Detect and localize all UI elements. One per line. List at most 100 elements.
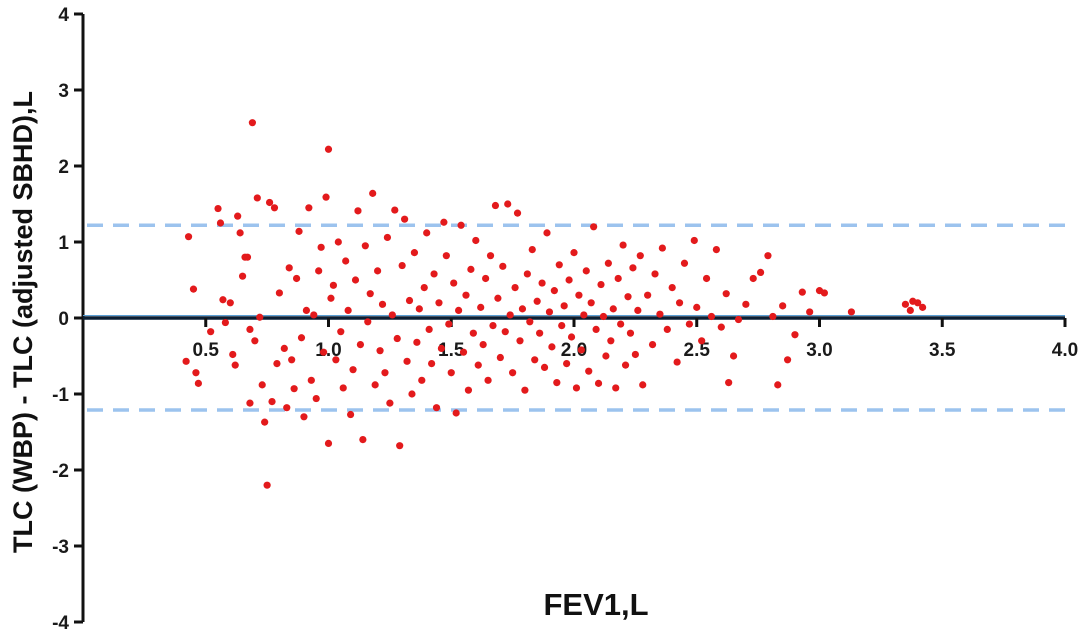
data-point bbox=[538, 279, 546, 287]
data-point bbox=[432, 404, 441, 412]
x-tick-label: 2.5 bbox=[684, 340, 711, 361]
data-point bbox=[572, 384, 581, 392]
data-point bbox=[585, 367, 593, 375]
data-point bbox=[319, 348, 328, 356]
data-point bbox=[189, 285, 198, 293]
data-point bbox=[553, 379, 561, 387]
data-point bbox=[919, 303, 927, 311]
data-point bbox=[698, 337, 706, 345]
data-point bbox=[339, 384, 347, 392]
data-point bbox=[712, 246, 720, 254]
y-tick-label: -3 bbox=[52, 537, 69, 558]
data-point bbox=[496, 353, 504, 362]
data-point bbox=[435, 299, 443, 307]
data-point bbox=[455, 306, 463, 314]
data-point bbox=[545, 308, 554, 316]
y-tick-label: 4 bbox=[58, 5, 69, 26]
data-point bbox=[329, 281, 338, 289]
data-point bbox=[388, 311, 396, 319]
data-point bbox=[351, 276, 360, 284]
data-point bbox=[528, 246, 536, 254]
data-point bbox=[425, 325, 433, 333]
data-point bbox=[506, 311, 514, 319]
data-point bbox=[791, 331, 799, 339]
data-point bbox=[280, 344, 288, 352]
data-point bbox=[729, 352, 738, 360]
data-point bbox=[398, 261, 406, 270]
data-point bbox=[452, 409, 460, 417]
data-point bbox=[349, 366, 357, 374]
data-point bbox=[774, 381, 782, 389]
data-point bbox=[675, 299, 684, 307]
data-point bbox=[344, 306, 352, 314]
data-point bbox=[680, 259, 689, 267]
data-point bbox=[563, 360, 571, 368]
data-point bbox=[494, 294, 502, 302]
data-point bbox=[231, 361, 239, 369]
data-point bbox=[442, 252, 450, 260]
data-point bbox=[408, 390, 416, 398]
data-point bbox=[381, 369, 389, 377]
data-point bbox=[324, 145, 333, 153]
x-tick-label: 3.0 bbox=[806, 340, 832, 361]
data-point bbox=[592, 325, 600, 333]
data-point bbox=[764, 252, 772, 260]
data-point bbox=[742, 300, 750, 308]
data-point bbox=[617, 320, 625, 328]
data-point bbox=[656, 310, 664, 318]
data-point bbox=[415, 305, 423, 313]
data-point bbox=[383, 233, 392, 242]
data-point bbox=[334, 238, 342, 246]
data-point bbox=[354, 207, 362, 215]
data-point bbox=[521, 386, 529, 394]
data-point bbox=[779, 302, 787, 310]
x-tick-label: 0.5 bbox=[193, 340, 220, 361]
data-point bbox=[300, 413, 308, 421]
data-point bbox=[229, 350, 237, 359]
data-point bbox=[236, 229, 244, 237]
data-point bbox=[263, 481, 271, 489]
data-point bbox=[575, 291, 583, 299]
data-point bbox=[523, 270, 531, 278]
data-point bbox=[533, 297, 541, 305]
data-point bbox=[396, 442, 404, 450]
data-point bbox=[332, 356, 340, 364]
data-point bbox=[567, 333, 576, 341]
data-point bbox=[337, 328, 345, 336]
data-point bbox=[612, 384, 620, 392]
data-point bbox=[261, 418, 269, 426]
data-point bbox=[560, 302, 568, 310]
data-point bbox=[526, 318, 534, 326]
data-point bbox=[283, 404, 291, 412]
data-point bbox=[565, 276, 573, 284]
data-point bbox=[626, 329, 635, 337]
data-point bbox=[450, 279, 458, 287]
data-point bbox=[317, 243, 325, 251]
data-point bbox=[543, 229, 551, 237]
data-point bbox=[631, 350, 639, 359]
data-point bbox=[459, 348, 468, 356]
data-point bbox=[371, 381, 379, 389]
data-point bbox=[182, 357, 190, 365]
data-point bbox=[285, 264, 293, 272]
data-point bbox=[462, 291, 470, 299]
data-point bbox=[614, 274, 622, 283]
data-point bbox=[499, 262, 507, 270]
x-tick-label: 1.5 bbox=[438, 340, 465, 361]
data-point bbox=[587, 299, 595, 307]
data-point bbox=[702, 274, 711, 283]
data-point bbox=[599, 312, 608, 321]
data-point bbox=[391, 206, 399, 214]
data-point bbox=[469, 329, 477, 337]
data-point bbox=[292, 274, 301, 283]
data-point bbox=[194, 379, 202, 387]
data-point bbox=[486, 252, 495, 260]
data-point bbox=[914, 299, 922, 307]
data-point bbox=[619, 241, 627, 249]
data-point bbox=[644, 291, 652, 299]
data-point bbox=[342, 257, 350, 265]
data-points bbox=[182, 119, 927, 489]
data-point bbox=[607, 337, 615, 345]
data-point bbox=[401, 215, 409, 223]
data-point bbox=[597, 280, 605, 289]
